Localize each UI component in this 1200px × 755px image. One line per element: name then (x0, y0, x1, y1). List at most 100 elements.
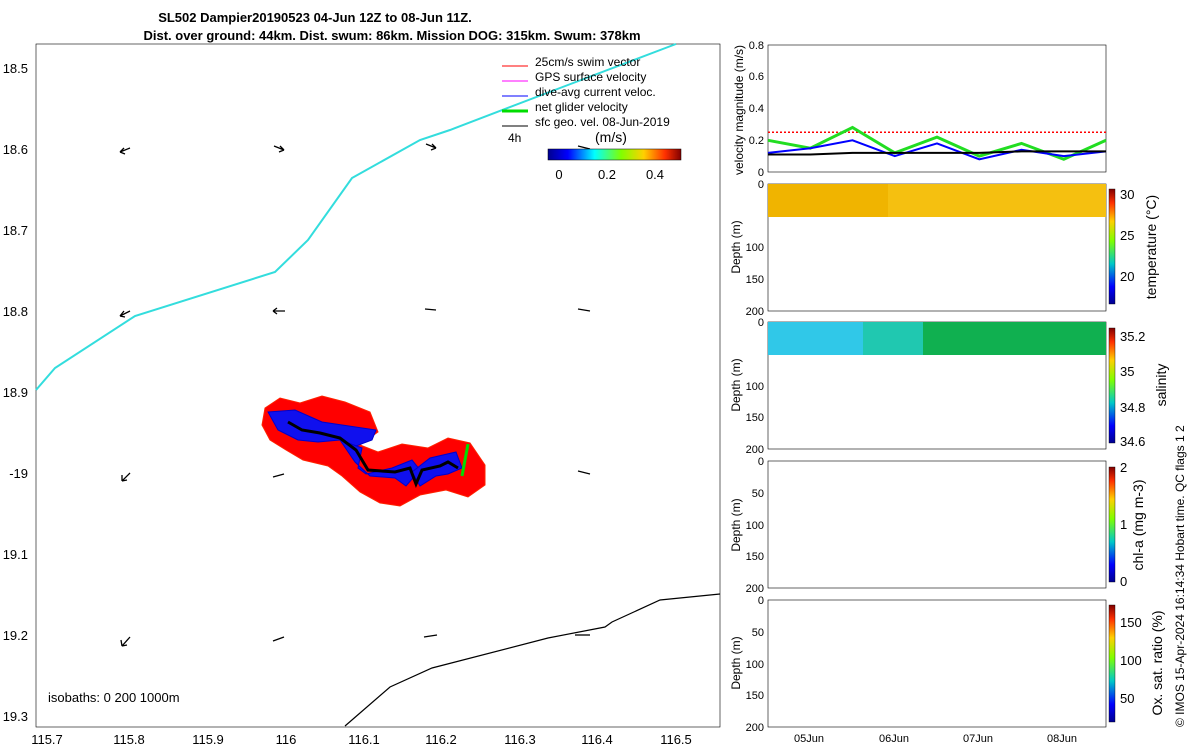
map-y-tick: 18.6 (3, 142, 28, 157)
depth-tick: 150 (746, 412, 764, 424)
depth-tick: 100 (746, 242, 764, 254)
cbar-tick: 30 (1120, 187, 1134, 202)
cbar-tick: 35 (1120, 364, 1134, 379)
net-glider-velocity-arrow (460, 443, 470, 477)
cbar-tick: 50 (1120, 691, 1134, 706)
imos-credit: © IMOS 15-Apr-2024 16:14:34 Hobart time.… (1173, 425, 1187, 727)
map-frame (35, 43, 721, 728)
oxygen-ylabel: Depth (m) (729, 636, 743, 689)
chla-ylabel: Depth (m) (729, 498, 743, 551)
map-y-tick: 18.8 (3, 304, 28, 319)
velocity-y-tick: 0.2 (749, 135, 764, 147)
temperature-data-early (768, 184, 888, 217)
map-y-tick: 18.7 (3, 223, 28, 238)
map-y-tick: 19.1 (3, 547, 28, 562)
title-line1: SL502 Dampier20190523 04-Jun 12Z to 08-J… (158, 10, 472, 25)
colorbar-tick: 0.4 (646, 167, 664, 182)
depth-tick: 200 (746, 583, 764, 595)
velocity-y-ticks: 0.8 0.6 0.4 0.2 0 (749, 40, 764, 179)
temperature-cbar-label: temperature (°C) (1143, 195, 1159, 299)
map-axes: 115.7 115.8 115.9 116 116.1 116.2 116.3 … (3, 61, 692, 747)
depth-tick: 0 (758, 595, 764, 607)
velocity-frame (767, 44, 1107, 173)
velocity-y-tick: 0.8 (749, 40, 764, 52)
depth-ticks: 0 100 150 200 0 100 150 200 0 50 100 150… (746, 179, 764, 734)
temperature-ylabel: Depth (m) (729, 220, 743, 273)
cbar-tick: 25 (1120, 228, 1134, 243)
depth-tick: 150 (746, 551, 764, 563)
legend-label: 25cm/s swim vector (535, 55, 640, 69)
sfc-geo-velocity-arrows (119, 143, 591, 647)
salinity-data-early (768, 322, 863, 355)
velocity-colorbar (547, 148, 682, 161)
glider-track (287, 420, 459, 489)
time-tick: 07Jun (963, 733, 993, 745)
time-tick: 05Jun (794, 733, 824, 745)
depth-tick: 100 (746, 659, 764, 671)
depth-tick: 0 (758, 317, 764, 329)
oxygen-cbar-label: Ox. sat. ratio (%) (1149, 610, 1165, 715)
time-axis: 05Jun 06Jun 07Jun 08Jun (794, 733, 1077, 745)
oxygen-cbar-ticks: 150 100 50 (1120, 615, 1142, 706)
legend-label: dive-avg current veloc. (535, 85, 656, 99)
time-tick: 08Jun (1047, 733, 1077, 745)
map-y-tick: 18.5 (3, 61, 28, 76)
salinity-data-mid (863, 322, 923, 355)
depth-tick: 100 (746, 520, 764, 532)
title-line2: Dist. over ground: 44km. Dist. swum: 86k… (143, 28, 640, 43)
map-y-tick: 19.3 (3, 709, 28, 724)
depth-tick: 0 (758, 179, 764, 191)
sfc-geo-velocity-series (768, 150, 1106, 156)
isobaths-label: isobaths: 0 200 1000m (48, 690, 180, 705)
velocity-panel: 0.8 0.6 0.4 0.2 0 velocity magnitude (m/… (732, 40, 1107, 179)
velocity-y-tick: 0 (758, 167, 764, 179)
temperature-cbar-ticks: 30 25 20 (1120, 187, 1134, 284)
map-x-tick: 116.2 (425, 732, 457, 747)
velocity-y-tick: 0.6 (749, 71, 764, 83)
temperature-colorbar (1108, 188, 1116, 305)
velocity-colorbar-ticks: 0 0.2 0.4 (555, 167, 664, 182)
velocity-ylabel: velocity magnitude (m/s) (732, 45, 746, 175)
depth-tick: 50 (752, 627, 764, 639)
cbar-tick: 1 (1120, 517, 1127, 532)
map-x-tick: 116 (276, 732, 297, 747)
dive-avg-current-cloud (267, 409, 463, 487)
map-y-tick: 18.9 (3, 385, 28, 400)
cbar-tick: 34.6 (1120, 434, 1145, 449)
velocity-series (767, 125, 1107, 161)
map-x-tick: 115.8 (113, 732, 145, 747)
colorbar-unit: (m/s) (595, 129, 627, 145)
depth-tick: 150 (746, 690, 764, 702)
cbar-tick: 20 (1120, 269, 1134, 284)
map-y-tick: 19.2 (3, 628, 28, 643)
map-legend: 25cm/s swim vector GPS surface velocity … (502, 55, 670, 145)
cbar-tick: 35.2 (1120, 329, 1145, 344)
depth-tick: 50 (752, 488, 764, 500)
colorbar-tick: 0.2 (598, 167, 616, 182)
time-tick: 06Jun (879, 733, 909, 745)
oxygen-colorbar (1108, 604, 1116, 723)
map-x-tick: 116.5 (660, 732, 692, 747)
cbar-tick: 100 (1120, 653, 1142, 668)
cbar-tick: 34.8 (1120, 400, 1145, 415)
legend-label: net glider velocity (535, 100, 628, 114)
oxygen-frame (767, 599, 1107, 728)
colorbar-tick: 0 (555, 167, 562, 182)
salinity-ylabel: Depth (m) (729, 358, 743, 411)
dive-avg-current-series (767, 139, 1107, 161)
map-x-tick: 116.3 (504, 732, 536, 747)
depth-tick: 200 (746, 722, 764, 734)
salinity-colorbar (1108, 327, 1116, 444)
isobath-0m (35, 43, 677, 391)
map-x-tick: 116.1 (348, 732, 380, 747)
depth-tick: 150 (746, 274, 764, 286)
cbar-tick: 2 (1120, 460, 1127, 475)
chla-colorbar (1108, 466, 1116, 583)
chla-cbar-label: chl-a (mg m-3) (1130, 479, 1146, 570)
cbar-tick: 150 (1120, 615, 1142, 630)
chla-cbar-ticks: 2 1 0 (1120, 460, 1127, 589)
cbar-tick: 0 (1120, 574, 1127, 589)
temperature-panel: Depth (m) 30 25 20 temperature (°C) (729, 183, 1159, 312)
map-x-tick: 115.9 (192, 732, 224, 747)
